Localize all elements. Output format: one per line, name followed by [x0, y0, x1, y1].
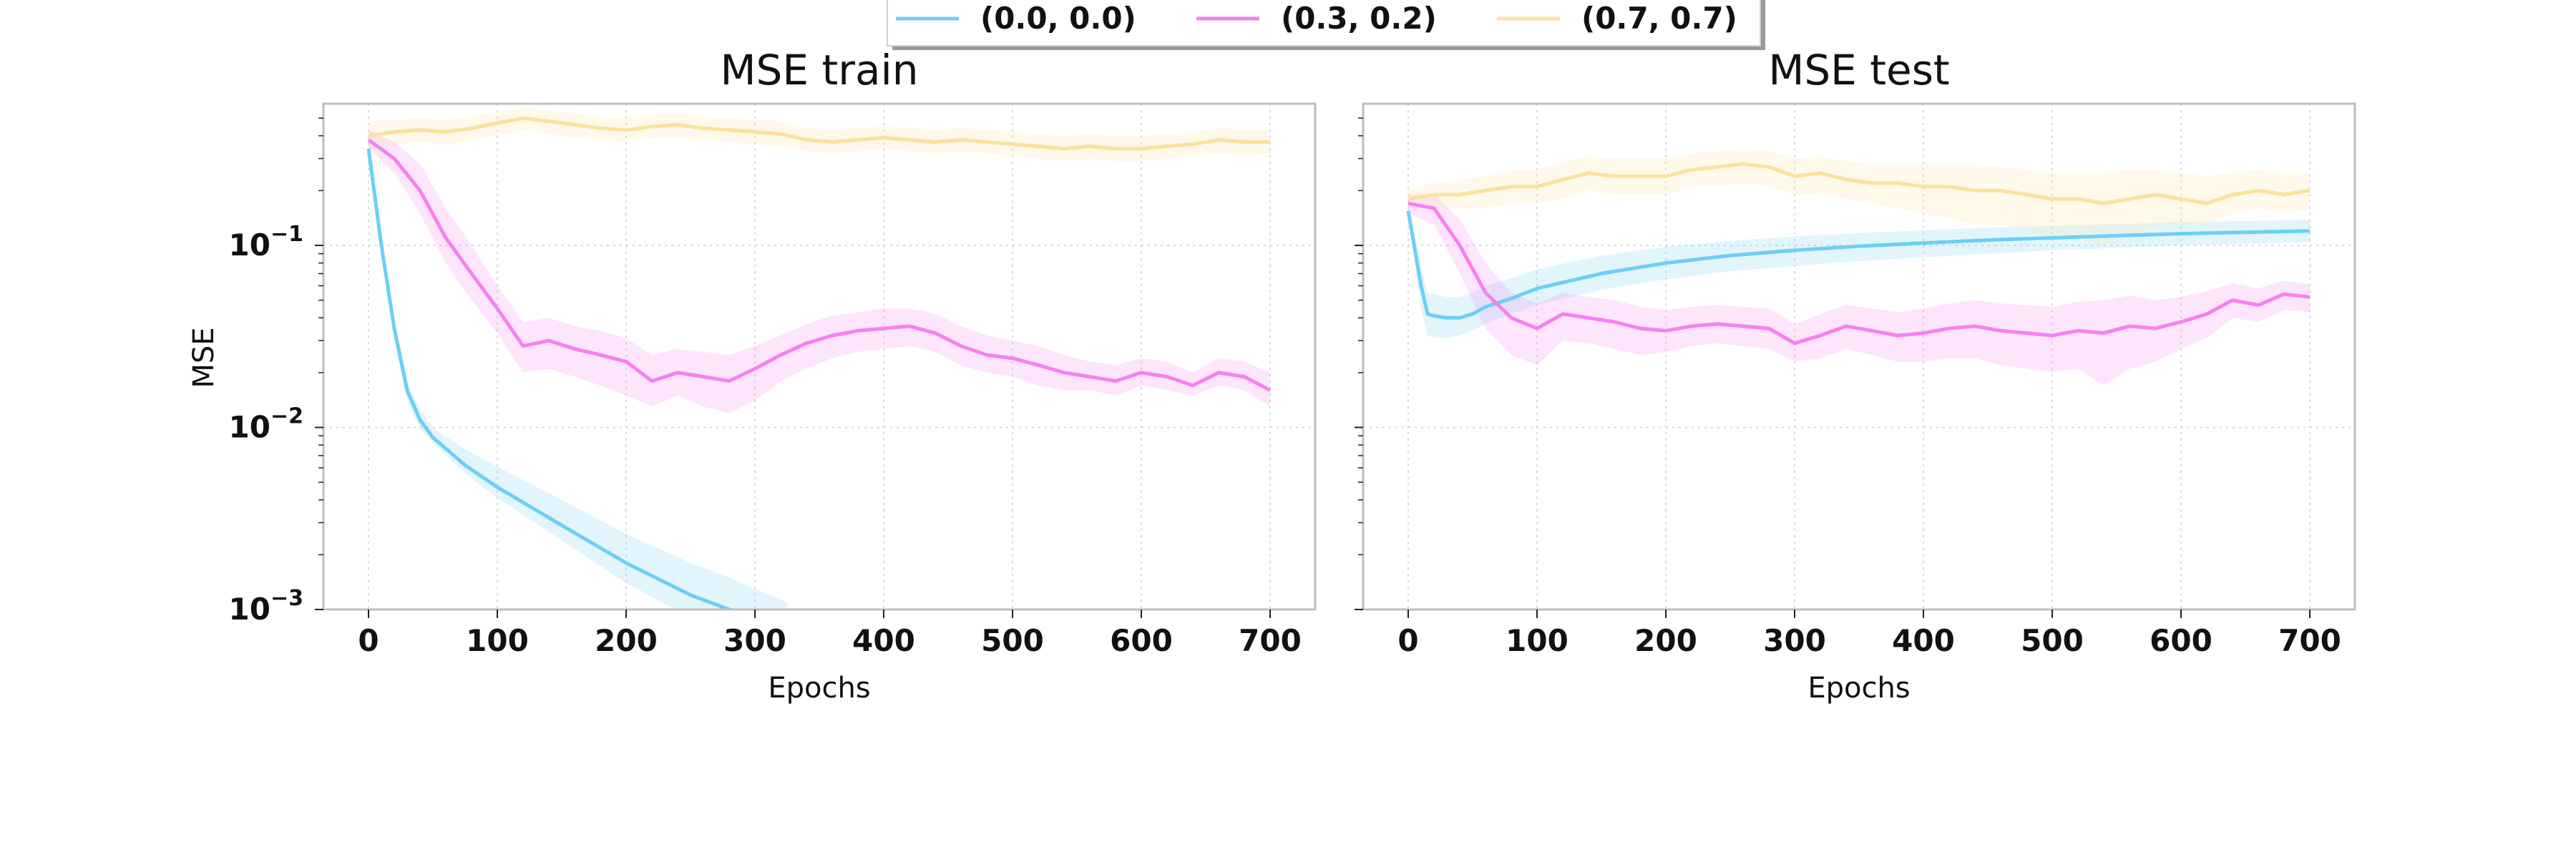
band-1-2: [1408, 148, 2310, 245]
x-tick-label-0-5: 500: [981, 623, 1044, 658]
series-line-0-1: [367, 138, 1272, 392]
x-tick-label-0-7: 700: [1239, 623, 1302, 658]
y-axis-label-train: MSE: [187, 327, 220, 388]
x-ticks-1: 0 100 200 300 400 500 600 700: [1397, 609, 2341, 658]
y-tick-label-base-0-1: 10: [229, 410, 270, 445]
x-axis-label-test: Epochs: [1807, 672, 1910, 705]
y-ticks-1: [1355, 117, 1363, 610]
y-tick-label-0-1: 10−2: [229, 404, 303, 445]
x-tick-label-1-3: 300: [1763, 623, 1826, 658]
series-line-0-0: [366, 148, 734, 609]
plot-area-0: [366, 107, 1272, 609]
y-tick-label-0-2: 10−1: [229, 222, 303, 263]
panel-train: MSE train MSE Epochs 0 100 200 300 400 500 600…: [187, 46, 1317, 705]
band-1-1: [1408, 195, 2310, 386]
y-tick-label-exp-0-1: −2: [270, 404, 303, 429]
y-ticks-0: 10−310−210−1: [229, 117, 323, 627]
y-tick-label-base-0-2: 10: [229, 227, 270, 263]
series-line-0-2: [368, 116, 1270, 151]
band-0-1: [369, 129, 1270, 413]
y-tick-label-0-0: 10−3: [229, 586, 303, 627]
band-0-0: [369, 139, 787, 609]
x-tick-label-0-6: 600: [1110, 623, 1173, 658]
legend-label-2: (0.7, 0.7): [1581, 1, 1737, 36]
x-tick-label-1-5: 500: [2021, 623, 2084, 658]
legend-entry-2: (0.7, 0.7): [1497, 1, 1737, 36]
y-tick-label-base-0-0: 10: [229, 592, 270, 627]
y-tick-label-exp-0-0: −3: [270, 586, 303, 611]
x-tick-label-1-2: 200: [1634, 623, 1697, 658]
legend-entry-0: (0.0, 0.0): [896, 1, 1136, 36]
plot-area-1: [1406, 148, 2311, 386]
plot-frame-0: [322, 102, 1317, 611]
series-line-1-2: [1407, 162, 2311, 205]
panel-test: MSE test Epochs 0 100 200 300 400 500 600 700: [1355, 46, 2356, 705]
x-ticks-0: 0 100 200 300 400 500 600 700: [358, 609, 1302, 658]
legend: (0.0, 0.0) (0.3, 0.2) (0.7, 0.7): [887, 0, 1765, 50]
series-line-1-1: [1407, 201, 2311, 346]
legend-frame: [887, 0, 1761, 46]
legend-entry-1: (0.3, 0.2): [1196, 1, 1437, 36]
legend-label-0: (0.0, 0.0): [980, 1, 1136, 36]
series-line-1-0: [1406, 210, 2311, 320]
panel-title-train: MSE train: [721, 46, 919, 94]
x-tick-label-0-0: 0: [358, 623, 379, 658]
x-tick-label-1-1: 100: [1506, 623, 1568, 658]
panel-title-test: MSE test: [1768, 46, 1949, 94]
x-tick-label-0-4: 400: [852, 623, 915, 658]
x-tick-label-0-3: 300: [723, 623, 786, 658]
x-tick-label-1-0: 0: [1397, 623, 1418, 658]
x-tick-label-0-1: 100: [466, 623, 529, 658]
x-tick-label-0-2: 200: [595, 623, 658, 658]
y-tick-label-exp-0-2: −1: [270, 222, 303, 247]
band-0-2: [369, 107, 1270, 162]
x-tick-label-1-7: 700: [2278, 623, 2341, 658]
plot-frame-1: [1362, 102, 2356, 611]
x-axis-label-train: Epochs: [768, 672, 870, 705]
x-tick-label-1-6: 600: [2150, 623, 2212, 658]
legend-label-1: (0.3, 0.2): [1281, 1, 1437, 36]
x-tick-label-1-4: 400: [1892, 623, 1955, 658]
